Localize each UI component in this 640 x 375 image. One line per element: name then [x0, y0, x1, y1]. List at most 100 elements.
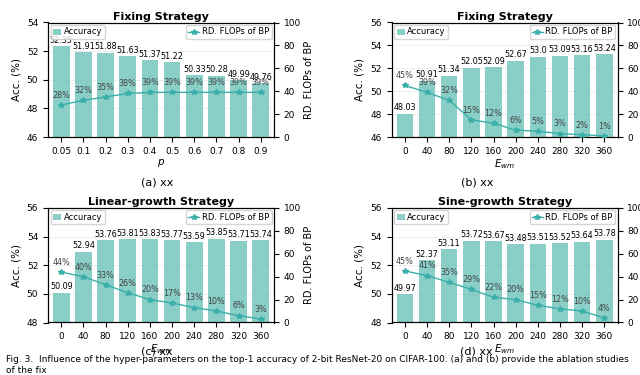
Bar [419, 81, 435, 375]
Bar [441, 249, 458, 375]
Text: 32%: 32% [440, 86, 458, 95]
Text: 35%: 35% [97, 83, 115, 92]
Text: 39%: 39% [207, 78, 225, 87]
Bar [97, 53, 114, 375]
Text: 6%: 6% [232, 302, 245, 310]
Bar [75, 53, 92, 375]
X-axis label: $p$: $p$ [157, 157, 165, 169]
Y-axis label: Acc. (%): Acc. (%) [12, 58, 21, 101]
X-axis label: $E_{wm}$: $E_{wm}$ [494, 343, 515, 356]
Text: 39%: 39% [252, 78, 269, 87]
Text: 10%: 10% [207, 297, 225, 306]
Bar [164, 62, 180, 375]
Bar [508, 244, 524, 375]
Text: 2%: 2% [576, 120, 589, 129]
Text: 6%: 6% [509, 116, 522, 125]
Text: 51.91: 51.91 [72, 42, 95, 51]
Legend: Accuracy: Accuracy [51, 210, 105, 225]
Text: 39%: 39% [186, 78, 203, 87]
Bar [419, 260, 435, 375]
Text: 32%: 32% [74, 86, 92, 95]
Text: 51.34: 51.34 [438, 66, 461, 75]
Title: Linear-growth Strategy: Linear-growth Strategy [88, 197, 234, 207]
Text: 51.22: 51.22 [161, 52, 184, 61]
Text: 53.77: 53.77 [161, 230, 184, 238]
Bar [230, 241, 247, 375]
Text: (c) xx: (c) xx [141, 346, 173, 356]
Legend: RD. FLOPs of BP: RD. FLOPs of BP [186, 25, 271, 39]
Text: 17%: 17% [163, 289, 181, 298]
Text: 20%: 20% [141, 285, 159, 294]
Text: 41%: 41% [418, 261, 436, 270]
Bar [508, 61, 524, 375]
Text: (a) xx: (a) xx [141, 178, 173, 188]
Legend: RD. FLOPs of BP: RD. FLOPs of BP [529, 210, 615, 225]
Bar [208, 239, 225, 375]
Text: 33%: 33% [97, 270, 115, 279]
Text: 22%: 22% [484, 283, 502, 292]
Text: 50.33: 50.33 [183, 64, 205, 74]
Text: 53.78: 53.78 [593, 230, 616, 238]
Text: Fig. 3.  Influence of the hyper-parameters on the top-1 accuracy of 2-bit ResNet: Fig. 3. Influence of the hyper-parameter… [6, 355, 629, 375]
Bar [485, 67, 502, 375]
Legend: RD. FLOPs of BP: RD. FLOPs of BP [529, 25, 615, 39]
Bar [75, 252, 92, 375]
Y-axis label: Acc. (%): Acc. (%) [12, 244, 21, 287]
Text: 51.63: 51.63 [116, 46, 139, 55]
Bar [529, 57, 546, 375]
Title: Sine-growth Strategy: Sine-growth Strategy [438, 197, 572, 207]
Bar [186, 243, 203, 375]
Text: 49.99: 49.99 [227, 69, 250, 78]
Text: 35%: 35% [440, 268, 458, 277]
Text: 12%: 12% [484, 109, 502, 118]
Bar [397, 114, 413, 375]
Bar [141, 239, 158, 375]
Y-axis label: Acc. (%): Acc. (%) [355, 58, 365, 101]
Bar [463, 68, 479, 375]
Bar [208, 76, 225, 375]
Legend: Accuracy: Accuracy [394, 25, 449, 39]
Text: 53.74: 53.74 [250, 230, 272, 239]
Bar [164, 240, 180, 375]
Legend: RD. FLOPs of BP: RD. FLOPs of BP [186, 210, 271, 225]
Text: 53.64: 53.64 [571, 231, 593, 240]
Bar [463, 241, 479, 375]
Bar [485, 242, 502, 375]
Bar [552, 243, 568, 375]
Text: (b) xx: (b) xx [461, 178, 493, 188]
Text: 10%: 10% [573, 297, 591, 306]
Text: 53.52: 53.52 [548, 233, 572, 242]
Text: 53.59: 53.59 [183, 232, 205, 241]
Text: 45%: 45% [396, 257, 414, 266]
Text: 53.0: 53.0 [529, 46, 547, 56]
Bar [552, 56, 568, 375]
Bar [252, 240, 269, 375]
Text: 53.51: 53.51 [527, 233, 549, 242]
Text: 48.03: 48.03 [394, 104, 416, 112]
Bar [141, 60, 158, 375]
Text: 53.16: 53.16 [571, 45, 593, 54]
Text: 13%: 13% [186, 294, 203, 303]
Text: 39%: 39% [141, 78, 159, 87]
Text: 53.48: 53.48 [504, 234, 527, 243]
Text: 53.85: 53.85 [205, 228, 228, 237]
Text: 53.83: 53.83 [139, 229, 161, 238]
Text: 3%: 3% [254, 305, 267, 314]
Text: (d) xx: (d) xx [461, 346, 493, 356]
Legend: Accuracy: Accuracy [394, 210, 449, 225]
Text: 51.37: 51.37 [139, 50, 161, 59]
Legend: Accuracy: Accuracy [51, 25, 105, 39]
Text: 50.09: 50.09 [50, 282, 73, 291]
Text: 53.71: 53.71 [227, 230, 250, 239]
Text: 39%: 39% [163, 78, 181, 87]
Bar [596, 54, 612, 375]
Text: 3%: 3% [554, 119, 566, 128]
Text: 20%: 20% [507, 285, 525, 294]
X-axis label: $E_{wm}$: $E_{wm}$ [150, 343, 172, 356]
Bar [441, 76, 458, 375]
Bar [53, 292, 70, 375]
Text: 49.76: 49.76 [250, 73, 272, 82]
Text: 52.09: 52.09 [482, 57, 505, 66]
Text: 15%: 15% [529, 291, 547, 300]
Text: 53.24: 53.24 [593, 44, 616, 53]
